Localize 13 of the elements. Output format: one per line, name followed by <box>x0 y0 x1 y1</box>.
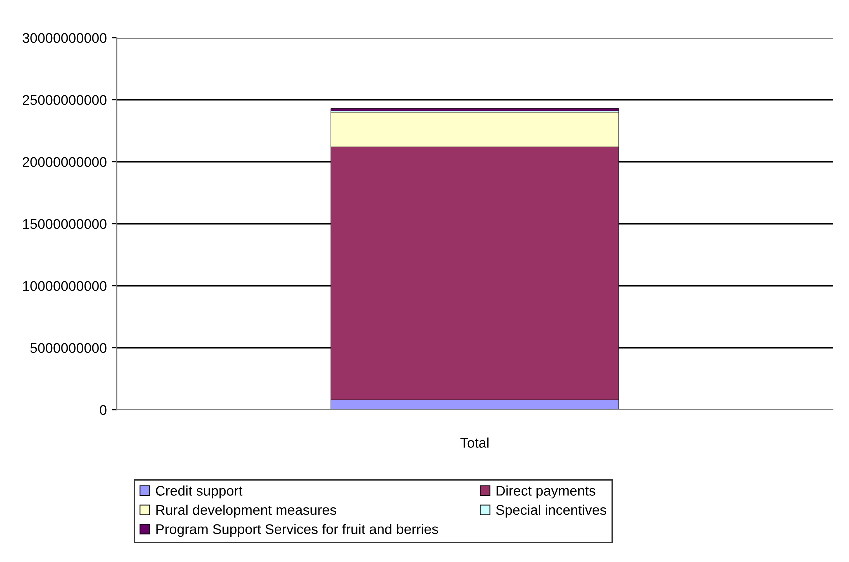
y-tick-label: 30000000000 <box>22 33 107 44</box>
y-tick-label: 0 <box>100 405 107 416</box>
y-tick-label: 20000000000 <box>23 157 107 168</box>
x-tick-label: Total <box>460 438 489 448</box>
y-tick-label: 15000000000 <box>23 219 107 230</box>
legend-label: Rural development measures <box>156 504 336 518</box>
legend-label: Program Support Services for fruit and berries <box>156 524 438 538</box>
y-tick-label: 5000000000 <box>30 343 107 354</box>
legend-label: Credit support <box>156 486 243 499</box>
legend-label: Special incentives <box>496 504 606 518</box>
legend-label: Direct payments <box>496 486 596 499</box>
y-tick-label: 25000000000 <box>23 95 107 106</box>
y-tick-label: 10000000000 <box>23 281 107 292</box>
